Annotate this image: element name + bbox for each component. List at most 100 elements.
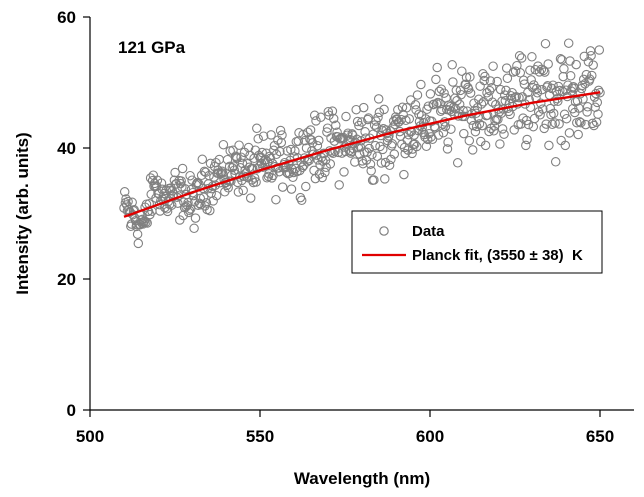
data-point [250,145,261,155]
data-point [573,129,583,140]
data-point [266,130,276,140]
data-point [452,158,463,168]
data-point [379,104,389,115]
legend-entry-data: Data [412,223,445,240]
data-point [464,135,475,146]
data-point [510,66,521,76]
data-point [412,90,423,100]
data-point [485,76,496,86]
data-point [328,113,339,124]
data-point [479,75,489,86]
data-point [211,157,221,168]
data-point [480,140,491,151]
data-point [433,97,443,108]
data-point [574,117,585,127]
data-point [593,85,604,96]
data-point [437,104,447,115]
data-point [298,129,308,140]
data-point [217,168,228,178]
data-point [586,50,596,61]
data-point [230,151,241,161]
x-tick-label: 650 [586,427,614,446]
data-point [341,111,351,122]
data-point [275,146,285,157]
data-point [432,62,442,73]
data-point [364,143,374,154]
data-point [456,89,466,100]
data-point [554,119,564,129]
data-point [522,134,532,145]
data-point [371,122,382,133]
legend-data-marker [379,226,389,236]
data-point [467,145,478,155]
data-point [211,190,222,201]
data-point [550,118,560,128]
data-point [514,51,525,61]
data-point [561,113,572,124]
data-point [592,97,603,108]
data-point [374,107,385,118]
x-axis-title: Wavelength (nm) [294,469,430,488]
data-point [495,139,505,149]
pressure-annotation: 121 GPa [118,38,186,57]
data-point [375,141,385,152]
data-point [589,120,599,131]
data-point [155,206,165,216]
data-point [389,149,400,159]
data-point [438,127,449,138]
y-axis-title: Intensity (arb. units) [13,132,32,294]
data-point [137,214,148,225]
data-point [559,109,570,120]
data-point [252,123,262,134]
data-point [523,119,534,130]
data-point [443,137,453,147]
data-point [458,105,468,116]
data-point [245,193,256,203]
data-point [232,153,242,164]
data-point [532,88,543,98]
data-point [173,198,183,208]
data-point [373,112,383,123]
data-point [156,178,167,188]
data-point [275,125,286,136]
data-point [387,139,398,149]
data-point [176,176,186,186]
data-point [571,59,581,70]
data-point [133,238,144,249]
data-point [477,120,487,131]
data-point [183,197,193,208]
data-point [238,185,248,196]
data-point [271,149,282,160]
data-point [327,106,338,116]
data-point [574,103,584,113]
planck-fit-line [123,91,601,218]
data-point [548,108,559,119]
data-point [190,213,201,223]
x-tick-label: 500 [76,427,104,446]
y-tick-label: 0 [67,401,76,420]
data-point [132,229,143,239]
data-point [271,194,281,205]
data-point [558,71,568,82]
data-point [470,126,481,137]
data-point [459,128,469,139]
data-point [208,196,218,206]
data-point [474,94,484,105]
data-point [185,170,195,181]
data-point [354,149,365,159]
data-point [249,173,260,183]
data-point [326,133,336,143]
data-point [465,72,475,82]
data-point [587,118,598,129]
data-point [545,103,556,114]
data-point [394,117,404,127]
data-point [435,98,445,109]
data-point [478,69,488,79]
data-point [323,106,334,117]
data-point [373,94,384,104]
data-point [312,140,323,151]
x-tick-label: 550 [246,427,274,446]
data-point [185,204,196,214]
data-point [343,128,353,138]
data-point [540,38,551,49]
